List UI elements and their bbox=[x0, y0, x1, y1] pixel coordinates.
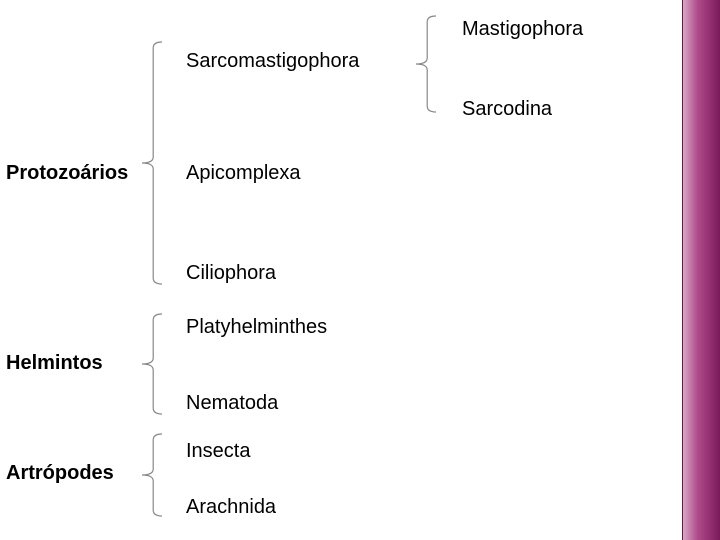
brace-artropodes bbox=[140, 432, 164, 518]
node-mastigophora: Mastigophora bbox=[462, 18, 583, 41]
node-insecta: Insecta bbox=[186, 440, 250, 463]
node-nematoda: Nematoda bbox=[186, 392, 278, 415]
brace-helmintos bbox=[140, 312, 164, 416]
node-arachnida: Arachnida bbox=[186, 496, 276, 519]
root-artropodes: Artrópodes bbox=[6, 462, 114, 485]
node-sarcodina: Sarcodina bbox=[462, 98, 552, 121]
root-protozoarios: Protozoários bbox=[6, 162, 128, 185]
node-ciliophora: Ciliophora bbox=[186, 262, 276, 285]
node-apicomplexa: Apicomplexa bbox=[186, 162, 301, 185]
brace-protozoarios bbox=[140, 40, 164, 286]
gradient-bar bbox=[682, 0, 720, 540]
node-sarcomastigophora: Sarcomastigophora bbox=[186, 50, 359, 73]
root-helmintos: Helmintos bbox=[6, 352, 103, 375]
brace-sarcomastigophora bbox=[414, 14, 438, 114]
node-platyhelminthes: Platyhelminthes bbox=[186, 316, 327, 339]
